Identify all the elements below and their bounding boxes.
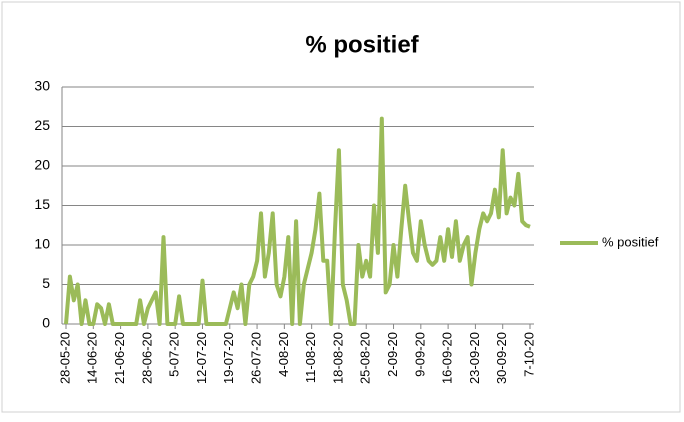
x-tick-label: 19-07-20 xyxy=(221,332,236,384)
x-tick-label: 7-10-20 xyxy=(521,332,536,377)
x-tick-label: 28-05-20 xyxy=(57,332,72,384)
y-tick-label: 10 xyxy=(34,236,50,252)
x-tick-label: 4-08-20 xyxy=(276,332,291,377)
x-tick-label: 14-06-20 xyxy=(85,332,100,384)
chart-title: % positief xyxy=(305,31,419,58)
y-tick-label: 0 xyxy=(42,315,50,331)
y-tick-label: 30 xyxy=(34,78,50,94)
x-tick-label: 5-07-20 xyxy=(167,332,182,377)
x-tick-label: 18-08-20 xyxy=(330,332,345,384)
data-line xyxy=(64,116,531,326)
y-tick-label: 20 xyxy=(34,157,50,173)
x-tick-label: 26-07-20 xyxy=(248,332,263,384)
x-tick-label: 11-08-20 xyxy=(303,332,318,383)
x-tick-label: 16-09-20 xyxy=(440,332,455,384)
y-tick-label: 15 xyxy=(34,196,50,212)
x-tick-label: 2-09-20 xyxy=(385,332,400,377)
y-tick-label: 25 xyxy=(34,117,50,133)
x-tick-label: 9-09-20 xyxy=(412,332,427,377)
legend-label: % positief xyxy=(602,234,659,249)
y-tick-label: 5 xyxy=(42,275,50,291)
x-tick-label: 28-06-20 xyxy=(139,332,154,384)
x-tick-label: 12-07-20 xyxy=(194,332,209,384)
x-tick-label: 23-09-20 xyxy=(467,332,482,384)
x-tick-label: 30-09-20 xyxy=(494,332,509,384)
x-tick-label: 21-06-20 xyxy=(112,332,127,384)
x-tick-label: 25-08-20 xyxy=(358,332,373,384)
